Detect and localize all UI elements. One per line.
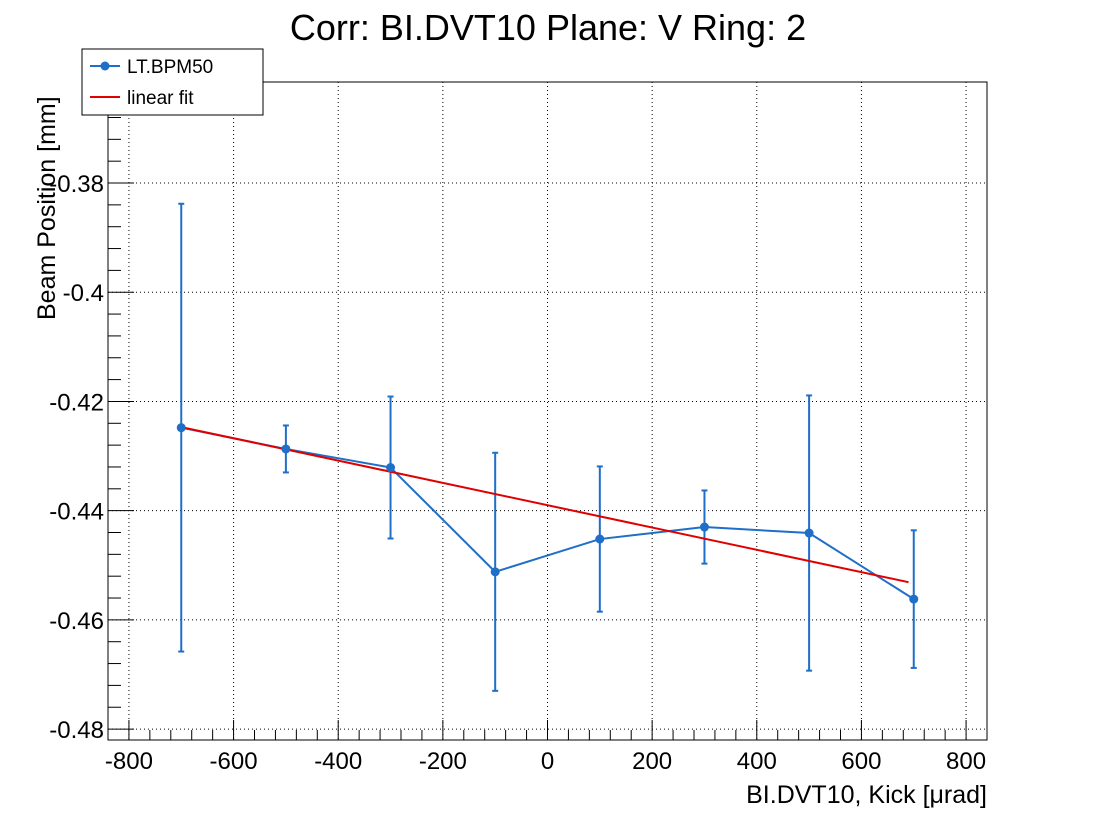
data-point [281,444,291,454]
series-line-fit [181,426,909,584]
y-axis-label: Beam Position [mm] [33,96,61,320]
data-point [804,528,814,538]
data-point [699,522,709,532]
x-tick-labels: -800 -600 -400 -200 0 200 400 600 800 [105,748,986,775]
data-point [176,423,186,433]
data-point [595,534,605,544]
chart-title: Corr: BI.DVT10 Plane: V Ring: 2 [290,7,806,48]
y-tick-labels: -0.48 -0.46 -0.44 -0.42 -0.4 -0.38 [49,171,104,744]
x-tick-label: 800 [946,748,986,775]
x-tick-label: -600 [210,748,258,775]
series-layer [176,202,919,692]
x-tick-label: 200 [632,748,672,775]
y-tick-label: -0.4 [63,280,104,307]
x-tick-label: -200 [419,748,467,775]
x-tick-label: 400 [737,748,777,775]
y-tick-label: -0.42 [49,389,104,416]
x-tick-label: -800 [105,748,153,775]
axis-ticks [108,95,967,740]
data-point [386,463,396,473]
series-line-bpm [181,426,915,600]
x-axis-label: BI.DVT10, Kick [μrad] [746,781,987,809]
y-tick-label: -0.38 [49,171,104,198]
x-tick-label: -400 [314,748,362,775]
data-point [490,567,500,577]
y-tick-label: -0.44 [49,499,104,526]
x-tick-label: 0 [541,748,554,775]
x-tick-label: 600 [841,748,881,775]
legend: LT.BPM50 linear fit [81,48,264,116]
y-tick-label: -0.46 [49,608,104,635]
y-tick-label: -0.48 [49,717,104,744]
legend-marker-bpm [100,61,110,71]
legend-box [81,48,264,116]
data-point [909,594,919,604]
legend-label-bpm: LT.BPM50 [127,57,213,78]
legend-label-fit: linear fit [127,88,194,109]
grid [108,82,987,740]
